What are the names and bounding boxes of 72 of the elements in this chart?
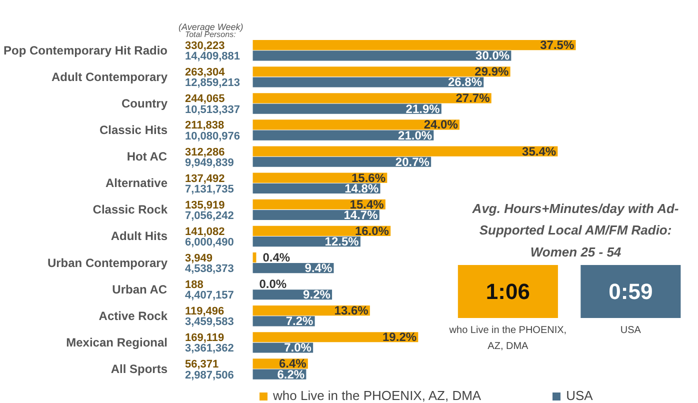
data-label: 7.0% — [284, 340, 312, 355]
text: 3,949 — [184, 252, 212, 264]
text: 12,859,213 — [184, 77, 240, 90]
y-tick-label: All Sports — [110, 362, 168, 376]
text: 188 — [184, 279, 204, 292]
text: 10,080,976 — [184, 130, 240, 142]
y-tick-label: Pop Contemporary Hit Radio — [3, 43, 168, 58]
data-label: 19.2% — [382, 330, 417, 344]
text: 9,949,839 — [184, 156, 234, 169]
data-label: 9.4% — [304, 261, 332, 276]
y-tick-label: Adult Hits — [110, 229, 168, 244]
text: 2,987,506 — [184, 369, 234, 382]
text: 330,223 — [184, 40, 225, 52]
y-tick-label: Classic Hits — [99, 123, 168, 138]
bar — [252, 130, 434, 140]
bar — [252, 77, 484, 88]
text: Avg. Hours+Minutes/day with Ad-Supported Local AM/FM Radio: Women 25 - 54 — [471, 200, 679, 260]
data-label: 0.0% — [259, 277, 287, 292]
bar — [252, 50, 512, 61]
text: 135,919 — [184, 199, 225, 212]
category-label: who Live in the PHOENIX, AZ, DMA — [448, 324, 567, 352]
text: 211,838 — [184, 120, 224, 132]
text: 56,371 — [184, 358, 219, 371]
y-tick-label: Alternative — [105, 176, 168, 190]
text: 263,304 — [184, 66, 226, 79]
y-tick-label: Country — [122, 96, 168, 110]
y-tick-label: Classic Rock — [92, 202, 168, 217]
data-label: 7.2% — [286, 314, 314, 328]
category-label: USA — [620, 324, 642, 336]
bar — [252, 93, 492, 104]
y-tick-label: Active Rock — [98, 308, 168, 323]
text: 14,409,881 — [184, 50, 240, 63]
bar — [252, 40, 576, 50]
data-label: 9.2% — [303, 288, 331, 302]
text: 6,000,490 — [184, 236, 234, 249]
text: 3,459,583 — [184, 316, 234, 328]
bar — [252, 104, 442, 114]
text: 137,492 — [184, 172, 225, 185]
text: 4,538,373 — [184, 263, 234, 276]
data-label: 37.5% — [540, 38, 574, 52]
data-label: 30.0% — [476, 48, 510, 63]
data-label: 13.6% — [334, 304, 369, 318]
text: 244,065 — [184, 93, 225, 106]
data-label: 21.9% — [406, 102, 440, 116]
bar — [252, 156, 432, 167]
legend-label: who Live in the PHOENIX, AZ, DMA — [273, 388, 482, 403]
text: 0:59 — [608, 278, 653, 304]
y-tick-label: Urban AC — [112, 282, 168, 296]
text: 119,496 — [184, 306, 224, 318]
text: 10,513,337 — [184, 104, 240, 116]
y-tick-label: Urban Contemporary — [47, 256, 168, 270]
text: 3,361,362 — [184, 342, 234, 355]
data-label: 27.7% — [456, 91, 490, 106]
text: 7,056,242 — [184, 210, 234, 222]
text: (Average Week) — [178, 22, 244, 32]
text: Total Persons: — [184, 30, 236, 40]
text: 4,407,157 — [184, 290, 234, 302]
bar — [252, 66, 510, 77]
text: 169,119 — [184, 332, 224, 344]
bar — [252, 146, 558, 156]
data-label: 0.4% — [262, 250, 290, 264]
data-label: 20.7% — [395, 154, 430, 169]
text: 7,131,735 — [184, 183, 234, 196]
y-tick-label: Hot AC — [126, 150, 168, 164]
y-tick-label: Adult Contemporary — [51, 70, 168, 84]
text: 312,286 — [184, 146, 225, 158]
text: 141,082 — [184, 226, 225, 238]
y-tick-label: Mexican Regional — [66, 335, 168, 350]
data-label: 35.4% — [522, 144, 556, 158]
legend-label: USA — [566, 388, 593, 403]
bar — [252, 120, 460, 130]
text: 1:06 — [486, 278, 530, 304]
